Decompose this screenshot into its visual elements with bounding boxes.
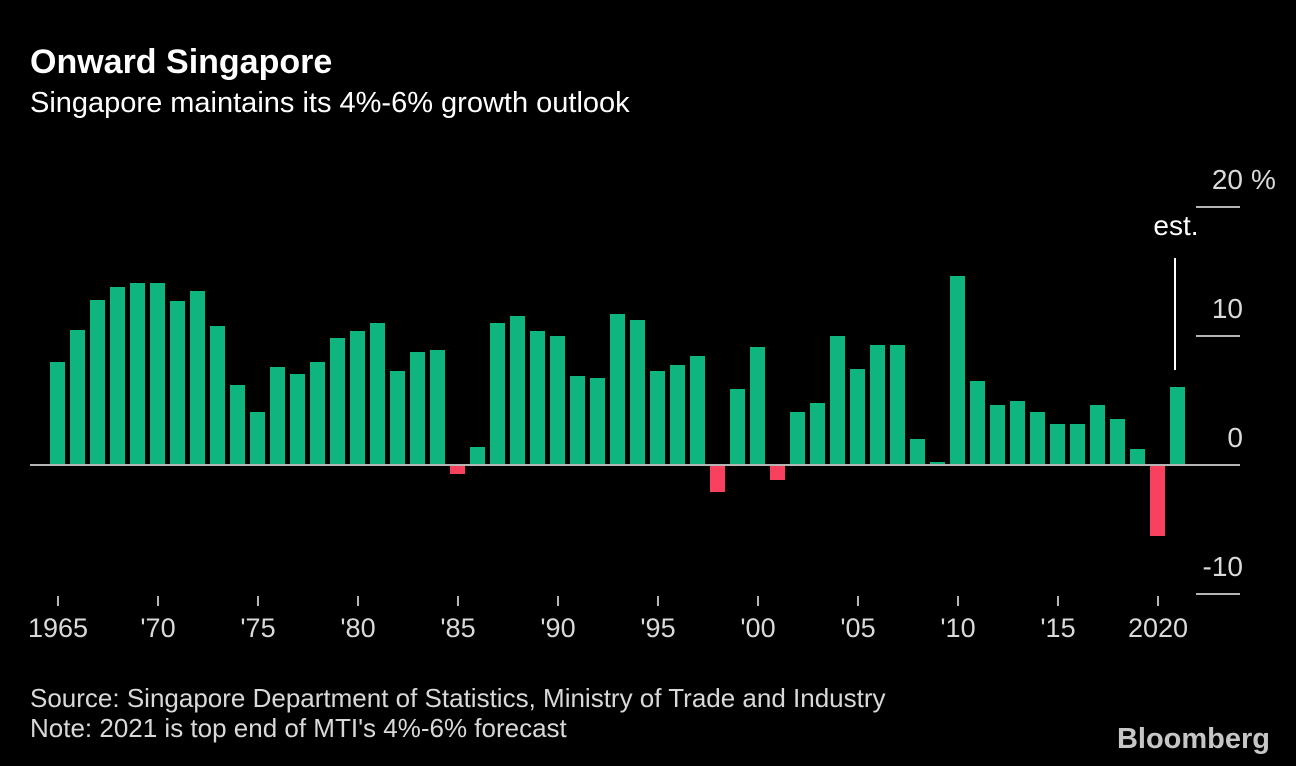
bar-2015 xyxy=(1050,424,1065,464)
x-axis-label-1965: 1965 xyxy=(27,613,89,643)
y-axis-label--10: -10 xyxy=(1202,551,1243,582)
x-axis-label-2005: '05 xyxy=(840,613,876,643)
x-axis-label-1990: '90 xyxy=(540,613,576,643)
bar-1973 xyxy=(210,326,225,464)
bar-1976 xyxy=(270,367,285,464)
bar-1974 xyxy=(230,385,245,464)
bar-1994 xyxy=(630,320,645,464)
note-text: Note: 2021 is top end of MTI's 4%-6% for… xyxy=(30,713,567,743)
bar-2002 xyxy=(790,412,805,464)
bar-2010 xyxy=(950,276,965,464)
source-text: Source: Singapore Department of Statisti… xyxy=(30,683,886,713)
y-axis-tick-20 xyxy=(1196,206,1240,208)
bar-2012 xyxy=(990,405,1005,464)
x-axis-label-1980: '80 xyxy=(340,613,376,643)
bar-2021 xyxy=(1170,387,1185,464)
x-axis-tick-1965 xyxy=(57,596,59,606)
bar-1986 xyxy=(470,447,485,464)
bar-2006 xyxy=(870,345,885,464)
x-axis-label-2010: '10 xyxy=(940,613,976,643)
bar-1969 xyxy=(130,283,145,464)
x-axis-label-1975: '75 xyxy=(240,613,276,643)
bar-1990 xyxy=(550,336,565,464)
bar-1977 xyxy=(290,374,305,464)
y-axis-label-10: 10 xyxy=(1211,293,1243,324)
x-axis-tick-1980 xyxy=(357,596,359,606)
bar-1967 xyxy=(90,300,105,464)
bar-1981 xyxy=(370,323,385,464)
bar-2008 xyxy=(910,439,925,464)
bar-1992 xyxy=(590,378,605,464)
x-axis-tick-1990 xyxy=(557,596,559,606)
bar-1996 xyxy=(670,365,685,464)
bar-1968 xyxy=(110,287,125,464)
bar-2007 xyxy=(890,345,905,464)
bar-2004 xyxy=(830,336,845,464)
bar-2003 xyxy=(810,403,825,464)
x-axis-tick-2000 xyxy=(757,596,759,606)
x-axis-tick-1975 xyxy=(257,596,259,606)
bar-2016 xyxy=(1070,424,1085,464)
bar-2009 xyxy=(930,462,945,464)
chart-title: Onward Singapore xyxy=(30,43,333,81)
bar-2013 xyxy=(1010,401,1025,464)
bar-1999 xyxy=(730,389,745,464)
x-axis-label-2020: 2020 xyxy=(1127,613,1189,643)
bar-1998 xyxy=(710,466,725,492)
bar-2017 xyxy=(1090,405,1105,464)
bar-1987 xyxy=(490,323,505,464)
x-axis-tick-1985 xyxy=(457,596,459,606)
y-axis-label-0: 0 xyxy=(1227,422,1243,453)
bar-1972 xyxy=(190,291,205,464)
y-axis-label-20: 20 xyxy=(1211,164,1243,195)
bar-1979 xyxy=(330,338,345,464)
x-axis-label-2000: '00 xyxy=(740,613,776,643)
x-axis-tick-1995 xyxy=(657,596,659,606)
bar-1985 xyxy=(450,466,465,474)
bar-1989 xyxy=(530,331,545,464)
bar-1970 xyxy=(150,283,165,464)
bar-1984 xyxy=(430,350,445,464)
bar-2005 xyxy=(850,369,865,464)
bar-2018 xyxy=(1110,419,1125,464)
bar-2020 xyxy=(1150,466,1165,536)
bar-1982 xyxy=(390,371,405,464)
x-axis-tick-1970 xyxy=(157,596,159,606)
bar-1991 xyxy=(570,376,585,464)
bar-1997 xyxy=(690,356,705,464)
estimate-label: est. xyxy=(1153,210,1199,241)
chart-subtitle: Singapore maintains its 4%-6% growth out… xyxy=(30,87,630,119)
bar-2011 xyxy=(970,381,985,464)
x-axis-label-2015: '15 xyxy=(1040,613,1076,643)
bar-2000 xyxy=(750,347,765,464)
x-axis-zero-line xyxy=(30,464,1240,466)
bar-2001 xyxy=(770,466,785,480)
y-axis-tick-10 xyxy=(1196,335,1240,337)
bar-1975 xyxy=(250,412,265,464)
bar-1995 xyxy=(650,371,665,464)
estimate-marker-line xyxy=(1174,258,1176,370)
bar-1983 xyxy=(410,352,425,464)
bar-1993 xyxy=(610,314,625,464)
bar-1965 xyxy=(50,362,65,464)
bar-1966 xyxy=(70,330,85,464)
x-axis-label-1985: '85 xyxy=(440,613,476,643)
bar-1980 xyxy=(350,331,365,464)
x-axis-tick-2010 xyxy=(957,596,959,606)
x-axis-tick-2005 xyxy=(857,596,859,606)
bar-1971 xyxy=(170,301,185,464)
bar-2014 xyxy=(1030,412,1045,464)
bloomberg-logo: Bloomberg xyxy=(1116,723,1270,755)
y-axis-tick--10 xyxy=(1196,593,1240,595)
bar-1978 xyxy=(310,362,325,464)
bar-2019 xyxy=(1130,449,1145,464)
x-axis-label-1995: '95 xyxy=(640,613,676,643)
y-axis-unit: % xyxy=(1251,164,1276,195)
bar-1988 xyxy=(510,316,525,464)
x-axis-label-1970: '70 xyxy=(140,613,176,643)
x-axis-tick-2015 xyxy=(1057,596,1059,606)
x-axis-tick-2020 xyxy=(1157,596,1159,606)
